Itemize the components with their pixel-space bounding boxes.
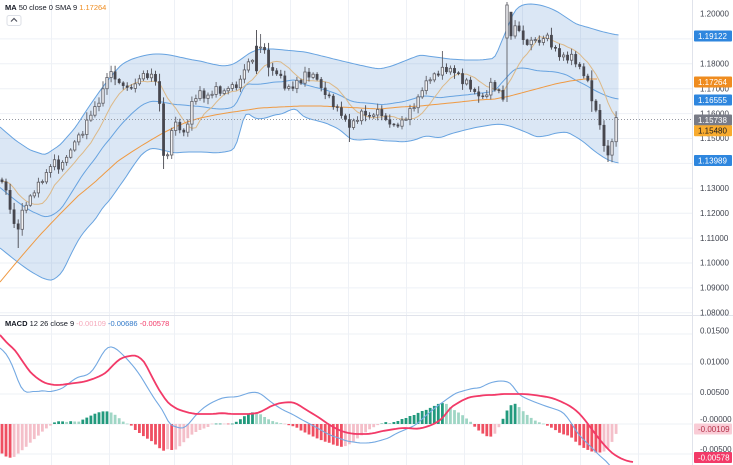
svg-text:1.17000: 1.17000	[700, 84, 729, 93]
svg-text:0.00500: 0.00500	[700, 388, 729, 397]
svg-text:1.20000: 1.20000	[700, 10, 729, 19]
svg-text:1.11000: 1.11000	[700, 234, 729, 243]
svg-text:1.17264: 1.17264	[698, 78, 727, 87]
svg-text:-0.00000: -0.00000	[700, 415, 732, 424]
svg-text:1.13989: 1.13989	[698, 156, 727, 165]
svg-text:1.18000: 1.18000	[700, 60, 729, 69]
svg-text:0.01000: 0.01000	[700, 358, 729, 367]
svg-text:1.15000: 1.15000	[700, 134, 729, 143]
svg-text:1.15480: 1.15480	[698, 127, 727, 136]
svg-text:1.13000: 1.13000	[700, 184, 729, 193]
svg-text:-0.00500: -0.00500	[700, 445, 732, 454]
svg-text:1.15738: 1.15738	[698, 116, 727, 125]
svg-text:1.08000: 1.08000	[700, 309, 729, 318]
svg-text:1.09000: 1.09000	[700, 284, 729, 293]
svg-text:-0.00578: -0.00578	[698, 453, 730, 462]
svg-text:1.19122: 1.19122	[698, 32, 727, 41]
svg-text:1.10000: 1.10000	[700, 259, 729, 268]
svg-text:1.16000: 1.16000	[700, 109, 729, 118]
svg-text:MACD 12 26 close 9 -0.00109 -: MACD 12 26 close 9 -0.00109 -0.00686 -0.…	[5, 319, 169, 328]
svg-text:1.16555: 1.16555	[698, 96, 727, 105]
svg-text:-0.00109: -0.00109	[698, 425, 730, 434]
svg-text:MA 50 close 0 SMA 9 1.17264: MA 50 close 0 SMA 9 1.17264	[5, 3, 106, 12]
svg-text:1.12000: 1.12000	[700, 209, 729, 218]
svg-text:0.01500: 0.01500	[700, 327, 729, 336]
